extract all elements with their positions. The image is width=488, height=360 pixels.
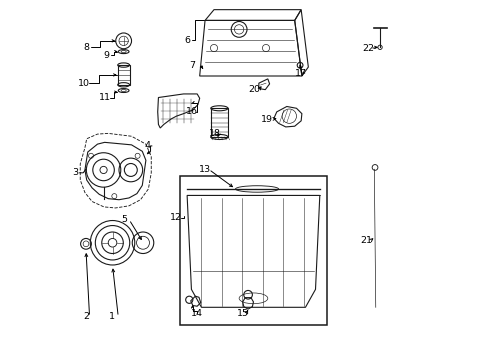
Text: 15: 15 [236, 309, 248, 318]
Text: 13: 13 [199, 165, 211, 174]
Text: 6: 6 [184, 36, 190, 45]
Text: 5: 5 [121, 215, 127, 224]
Text: 11: 11 [99, 93, 111, 102]
Bar [118, 65, 129, 85]
Text: 7: 7 [189, 62, 195, 71]
Bar [180, 176, 326, 325]
Text: 19: 19 [261, 114, 272, 123]
Text: 10: 10 [78, 79, 90, 88]
Text: 12: 12 [170, 213, 182, 222]
Text: 14: 14 [191, 309, 203, 318]
Text: 17: 17 [294, 69, 306, 78]
Text: 21: 21 [360, 237, 372, 246]
Text: 20: 20 [248, 85, 260, 94]
Bar [210, 108, 227, 137]
Text: 4: 4 [144, 141, 150, 150]
Text: 9: 9 [103, 51, 109, 60]
Text: 1: 1 [109, 312, 115, 321]
Text: 8: 8 [83, 43, 89, 52]
Text: 18: 18 [209, 129, 221, 138]
Text: 16: 16 [185, 107, 197, 116]
Text: 22: 22 [362, 44, 373, 53]
Text: 2: 2 [83, 312, 89, 321]
Text: 3: 3 [72, 168, 78, 177]
